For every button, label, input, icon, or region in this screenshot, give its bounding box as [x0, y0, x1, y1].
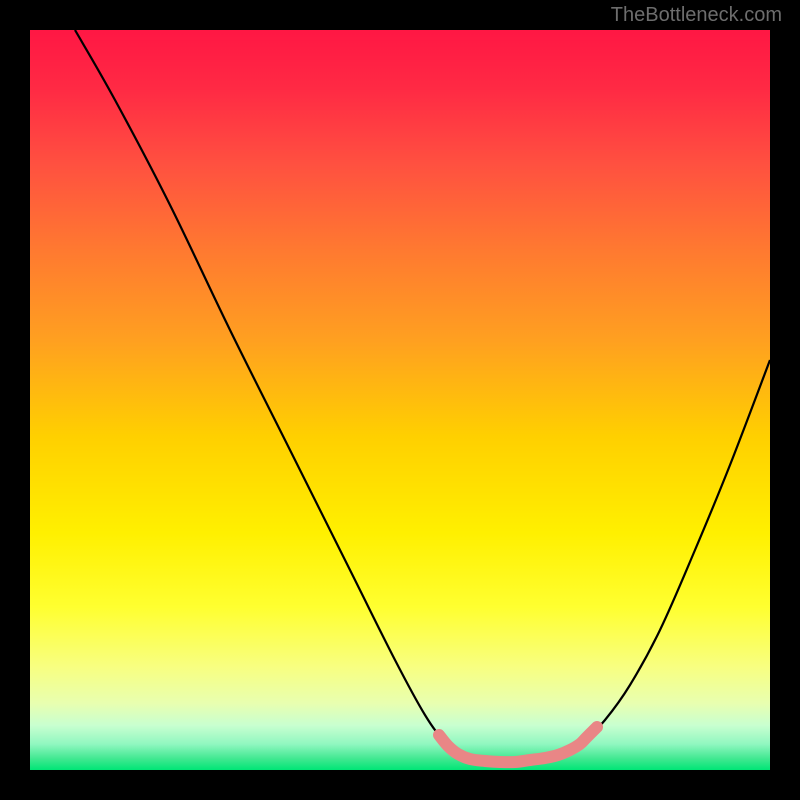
- chart-container: TheBottleneck.com: [0, 0, 800, 800]
- plot-area: [30, 30, 770, 770]
- gradient-background: [30, 30, 770, 770]
- watermark-text: TheBottleneck.com: [611, 4, 782, 27]
- chart-svg: [30, 30, 770, 770]
